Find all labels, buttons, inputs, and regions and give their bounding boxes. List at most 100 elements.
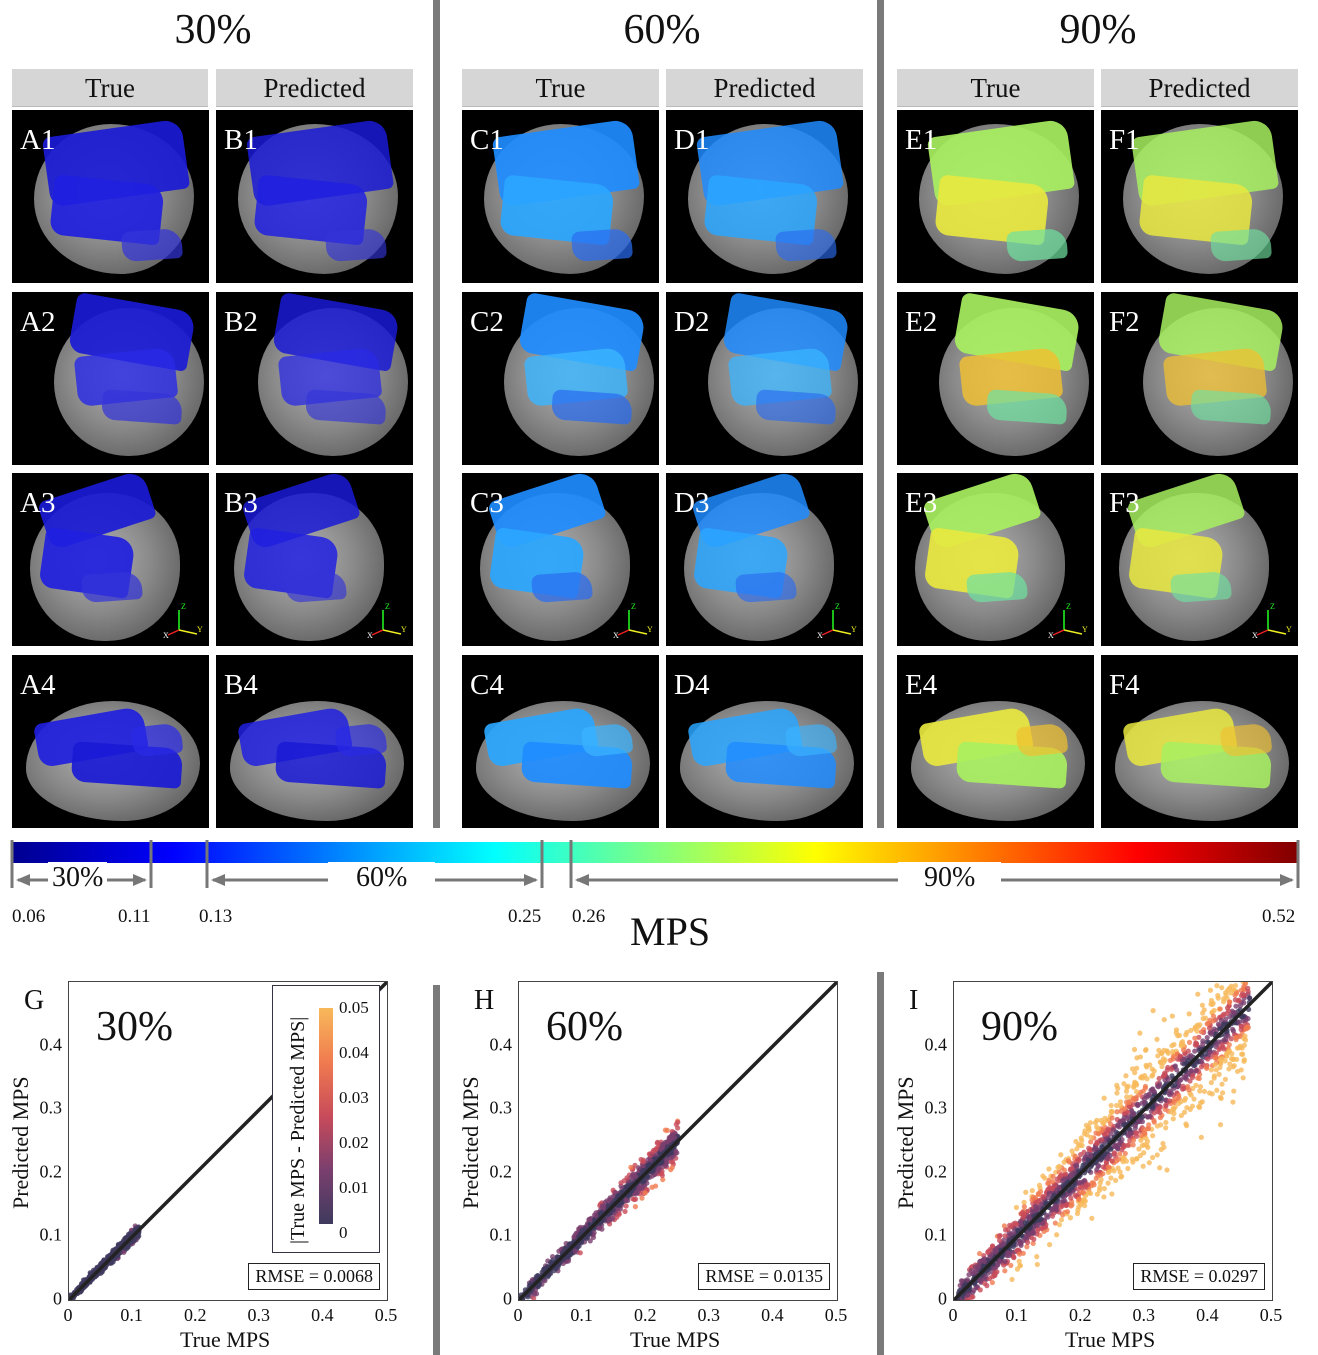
scatter-point (1210, 1018, 1216, 1024)
scatter-point (1119, 1173, 1125, 1179)
scatter-point (1232, 982, 1239, 989)
scatter-point (1192, 1026, 1198, 1032)
scatter-point (1089, 1180, 1095, 1186)
scatter-point (1001, 1223, 1007, 1229)
scatter-point (1108, 1131, 1114, 1137)
strain-region (1210, 227, 1272, 263)
group-title-90: 90% (1059, 7, 1137, 53)
axis-letter: Z (385, 602, 390, 611)
scatter-point (1154, 1152, 1160, 1158)
scatter-point (1069, 1185, 1075, 1191)
strain-region (1006, 227, 1068, 263)
axis-letter: X (817, 631, 823, 640)
scatter-point (87, 1270, 93, 1276)
scatter-point (1151, 1068, 1157, 1074)
scatter-point (1058, 1217, 1065, 1223)
scatter-point (586, 1221, 592, 1228)
scatter-point (668, 1167, 674, 1173)
cbar-tick-5: 0.52 (1262, 906, 1296, 927)
scatter-point (1122, 1150, 1128, 1157)
scatter-point (1052, 1220, 1058, 1226)
scatter-point (1115, 1123, 1121, 1129)
scatter-point (1100, 1171, 1106, 1177)
scatter-point (993, 1247, 999, 1253)
error-colorbar-tick: 0.02 (339, 1133, 369, 1152)
brain-panel: A3 Z Y X (12, 473, 209, 646)
panel-label: D4 (674, 669, 710, 701)
scatter-point (1172, 1063, 1178, 1069)
strain-region (1219, 722, 1273, 758)
scatter-point (1191, 1096, 1197, 1102)
panel-label: A2 (20, 306, 56, 338)
scatter-point (649, 1184, 655, 1190)
scatter-point (1144, 1064, 1150, 1070)
error-colorbar-label: |True MPS - Predicted MPS| (287, 1016, 309, 1244)
scatter-point (1230, 1099, 1236, 1105)
brain-panel: E4 (897, 655, 1094, 828)
strain-region (1015, 722, 1069, 758)
scatter-point (1068, 1166, 1074, 1172)
y-tick-label: 0.4 (924, 1034, 948, 1055)
scatter-point (1171, 1099, 1177, 1106)
y-tick-label: 0.1 (924, 1224, 948, 1245)
scatter-point (1243, 1037, 1249, 1043)
scatter-point (1121, 1142, 1127, 1148)
scatter-point (602, 1216, 608, 1222)
scatter-point (572, 1248, 578, 1254)
scatter-point (1017, 1262, 1023, 1269)
scatter-point (1216, 1071, 1222, 1077)
brain-panel: C3 Z Y X (462, 473, 659, 646)
scatter-point (1119, 1117, 1126, 1124)
scatter-point (1233, 1035, 1240, 1041)
panel-label: E4 (905, 669, 938, 701)
scatter-point (1198, 1134, 1204, 1140)
scatter-point (587, 1238, 593, 1244)
scatter-point (1014, 1266, 1021, 1272)
scatter-point (1134, 1089, 1140, 1095)
axis-letter: Z (1270, 602, 1275, 611)
scatter-point (1180, 1047, 1187, 1053)
scatter-canvas (519, 982, 837, 1300)
y-tick-label: 0.3 (39, 1097, 63, 1118)
scatter-point (1202, 1015, 1209, 1021)
scatter-point (1241, 1000, 1247, 1006)
orientation-axes-icon: Z Y X (1048, 602, 1088, 640)
scatter-point (1056, 1222, 1063, 1228)
scatter-point (1115, 1165, 1121, 1171)
scatter-point (1193, 1040, 1199, 1046)
scatter-point (977, 1277, 983, 1283)
scatter-point (1136, 1146, 1142, 1152)
scatter-point (1189, 1103, 1196, 1109)
scatter-point (1186, 1039, 1193, 1045)
orientation-axes-icon: Z Y X (163, 602, 203, 640)
scatter-point (550, 1257, 556, 1263)
scatter-point (629, 1174, 635, 1180)
scatter-point (1181, 1085, 1187, 1092)
brain-panel: C1 (462, 110, 659, 283)
scatter-point (667, 1137, 673, 1143)
panel-label: F2 (1109, 306, 1140, 338)
brain-panel: A2 (12, 292, 209, 465)
scatter-point (1150, 1133, 1156, 1139)
scatter-point (1105, 1169, 1112, 1176)
scatter-point (1108, 1102, 1114, 1109)
scatter-point (1238, 1026, 1244, 1033)
scatter-point (1185, 1048, 1191, 1054)
x-tick-label: 0.4 (761, 1305, 784, 1325)
scatter-point (1105, 1126, 1111, 1132)
scatter-point (1081, 1197, 1087, 1203)
brain-panel: B3 Z Y X (216, 473, 413, 646)
cbar-tick-4: 0.26 (572, 906, 606, 927)
scatter-point (1005, 1250, 1011, 1256)
scatter-point (1061, 1167, 1068, 1173)
divider-left (433, 0, 440, 828)
scatter-point (1154, 1036, 1160, 1042)
scatter-point (1183, 1123, 1190, 1129)
scatter-point (1219, 985, 1225, 991)
scatter-point (1169, 1073, 1175, 1079)
scatter-point (633, 1173, 639, 1180)
divider-bottom-left (433, 985, 440, 1355)
scatter-point (1212, 1061, 1218, 1068)
y-tick-label: 0.1 (489, 1224, 513, 1245)
strain-region (775, 227, 837, 263)
